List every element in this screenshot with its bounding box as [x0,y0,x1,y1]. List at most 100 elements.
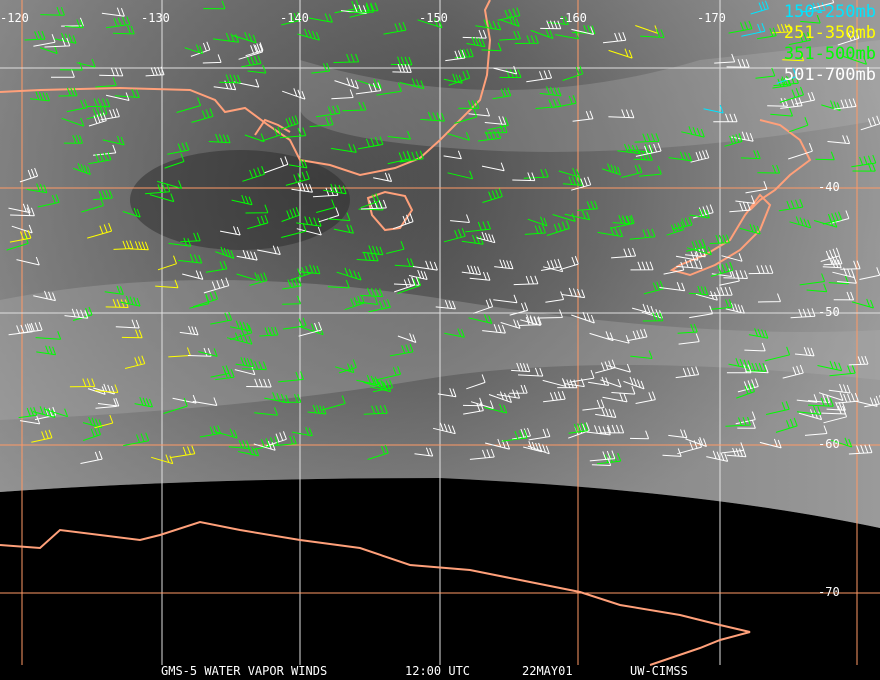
wind-barb [848,444,873,455]
wind-barb [837,30,860,46]
lat-label: -50 [818,305,840,319]
wind-barb [745,181,768,194]
wind-barb [87,386,106,395]
wind-barb [331,143,357,153]
wind-barb [571,176,592,191]
wind-barb [288,159,308,169]
wind-barb [706,450,729,462]
wind-barb [484,403,508,414]
wind-barb [755,67,776,79]
wind-barb [236,272,259,281]
wind-barb [311,62,331,74]
wind-barb [237,446,259,457]
wind-barb [776,68,797,84]
wind-barb [735,411,756,425]
wind-barb [830,210,850,224]
wind-barb [80,450,103,464]
coastline-australia [0,0,492,177]
wind-barb [44,37,71,48]
wind-barb [626,328,648,342]
wind-barb [736,383,755,399]
wind-barb [88,151,112,165]
wind-barb [729,201,751,213]
wind-barb [554,95,577,108]
wind-barb [106,16,131,29]
wind-barb [643,280,664,295]
wind-barb [571,25,596,35]
wind-barb [253,440,276,451]
wind-barb [144,183,171,195]
wind-barb [757,27,777,40]
wind-barb [447,170,474,180]
wind-barb [376,366,402,381]
wind-barb [552,213,576,222]
wind-barb [800,2,826,13]
wind-barb [817,360,843,372]
wind-barb [750,0,769,15]
wind-barb [338,359,357,374]
wind-barb [739,223,761,235]
wind-barb [794,347,815,357]
wind-barb [468,314,493,324]
wind-barb [355,82,382,95]
wind-barb [387,131,411,140]
wind-barb [129,241,149,251]
wind-barb [149,193,175,203]
wind-barb [473,298,494,314]
wind-barb [383,21,407,35]
wind-barb [800,14,821,24]
wind-barb [728,20,753,34]
wind-barb [837,275,857,284]
wind-barb [362,245,384,256]
wind-barb [610,215,635,229]
wind-barb [157,180,183,189]
wind-barb [134,397,153,408]
wind-barb [242,166,266,182]
wind-barb [432,422,456,435]
wind-barb [678,333,700,345]
wind-barb [215,369,235,381]
wind-barb [726,447,747,458]
wind-barb [595,407,617,418]
wind-barb [369,382,392,393]
wind-barb [234,366,256,376]
lat-lon-grid [0,0,880,665]
wind-barb [229,320,251,332]
wind-barb [668,151,693,162]
wind-barb [86,105,108,120]
wind-barb [608,109,635,119]
wind-barb [523,168,549,179]
wind-barb [807,394,831,404]
wind-barb [328,212,351,222]
wind-barb [296,216,322,227]
wind-barb [735,195,755,204]
wind-barb [213,80,237,91]
wind-barb [629,228,656,240]
wind-barb [31,429,53,443]
lon-label: -170 [697,11,726,25]
wind-barb [9,229,32,243]
wind-barb [589,331,614,342]
wind-barb [214,428,238,439]
wind-barb [562,176,583,186]
wind-barb [493,294,518,304]
wind-barb [690,149,710,163]
wind-barb [512,427,531,440]
wind-barb [478,130,502,142]
wind-barb [308,13,333,23]
wind-barb [635,391,656,404]
wind-barb [16,256,40,266]
wind-barb [182,270,204,280]
wind-barb [105,92,130,101]
wind-barb [368,299,391,313]
wind-barb [95,77,117,88]
wind-barb [26,183,48,194]
wind-barb [458,100,480,109]
wind-barb [309,116,334,128]
wind-barb [582,399,605,411]
wind-barb [764,346,791,362]
wind-barb [236,249,258,261]
wind-barb [360,287,384,298]
wind-barb [367,444,389,460]
